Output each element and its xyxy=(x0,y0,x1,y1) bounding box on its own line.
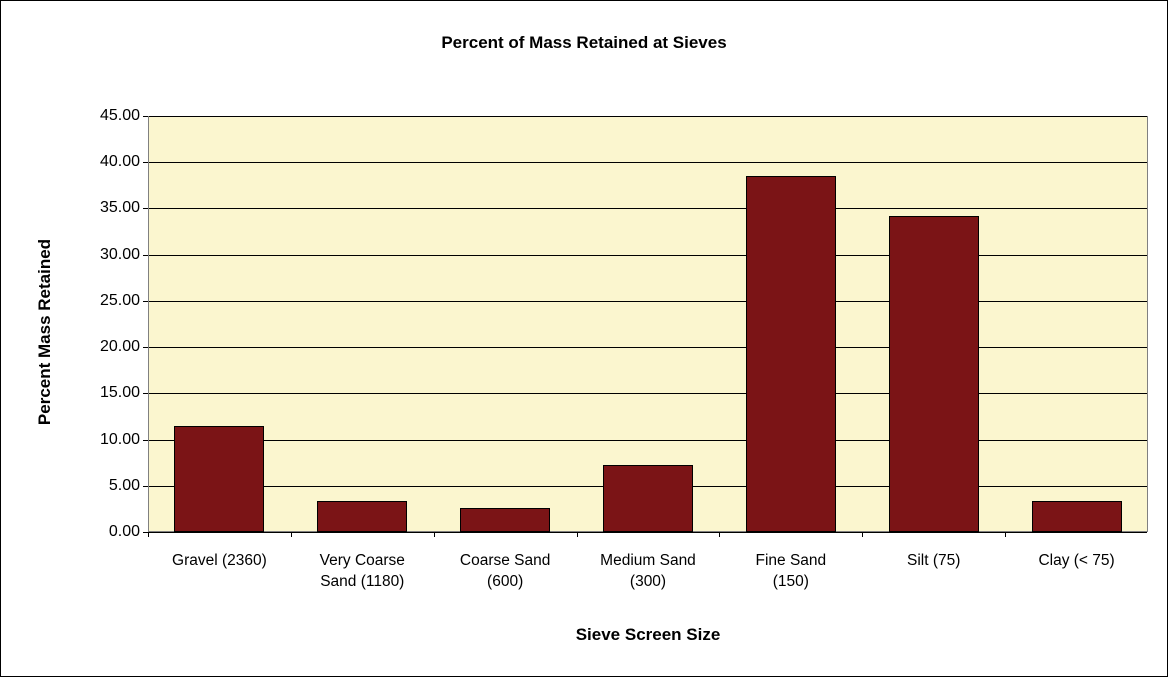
x-tick-mark xyxy=(862,532,864,537)
grid-line xyxy=(149,208,1147,210)
grid-line xyxy=(149,162,1147,164)
y-tick-label: 0.00 xyxy=(108,523,140,540)
y-tick-label: 30.00 xyxy=(99,245,140,263)
grid-line xyxy=(149,347,1147,349)
x-tick-mark xyxy=(148,532,149,537)
x-tick-label: Clay (< 75) xyxy=(1038,552,1115,569)
plot-area xyxy=(148,116,1148,533)
y-tick-mark xyxy=(143,439,148,441)
bar xyxy=(745,176,836,532)
y-tick-mark xyxy=(143,162,148,164)
grid-line xyxy=(149,116,1147,117)
grid-line xyxy=(149,300,1147,302)
y-tick-label: 20.00 xyxy=(99,338,140,356)
x-axis-label: Sieve Screen Size xyxy=(575,625,721,644)
y-tick-label: 15.00 xyxy=(99,384,140,402)
y-tick-mark xyxy=(143,393,148,395)
chart-title: Percent of Mass Retained at Sieves xyxy=(441,33,727,52)
x-tick-label: Very Coarse Sand (1180) xyxy=(319,552,405,590)
x-tick-label: Gravel (2360) xyxy=(172,552,267,569)
y-tick-label: 40.00 xyxy=(99,153,140,171)
y-tick-label: 35.00 xyxy=(99,199,140,217)
x-tick-mark xyxy=(433,532,435,537)
y-tick-mark xyxy=(143,300,148,302)
x-tick-mark xyxy=(719,532,721,537)
bar xyxy=(603,465,693,532)
bar xyxy=(888,215,979,532)
y-tick-label: 10.00 xyxy=(99,430,140,448)
bar xyxy=(317,501,408,532)
y-tick-mark xyxy=(143,485,148,487)
y-tick-mark xyxy=(143,254,148,256)
x-tick-mark xyxy=(290,532,292,537)
y-tick-label: 25.00 xyxy=(99,291,140,309)
bar xyxy=(1031,501,1122,532)
grid-line xyxy=(149,393,1147,395)
grid-line xyxy=(149,254,1147,256)
x-tick-mark xyxy=(1005,532,1007,537)
x-tick-label: Medium Sand (300) xyxy=(600,552,696,590)
x-tick-label: Fine Sand (150) xyxy=(755,552,827,590)
grid-line xyxy=(149,532,1147,533)
y-tick-label: 5.00 xyxy=(108,476,140,494)
x-tick-mark xyxy=(576,532,578,537)
y-tick-mark xyxy=(143,208,148,210)
bar xyxy=(174,425,265,532)
y-tick-mark xyxy=(143,116,148,117)
x-tick-label: Silt (75) xyxy=(907,552,961,569)
bar xyxy=(460,507,551,532)
grid-line xyxy=(149,439,1147,441)
y-tick-mark xyxy=(143,347,148,349)
y-axis-label: Percent Mass Retained xyxy=(35,238,54,426)
x-tick-label: Coarse Sand (600) xyxy=(459,552,551,590)
y-tick-label: 45.00 xyxy=(99,107,140,124)
y-tick-mark xyxy=(143,532,148,533)
